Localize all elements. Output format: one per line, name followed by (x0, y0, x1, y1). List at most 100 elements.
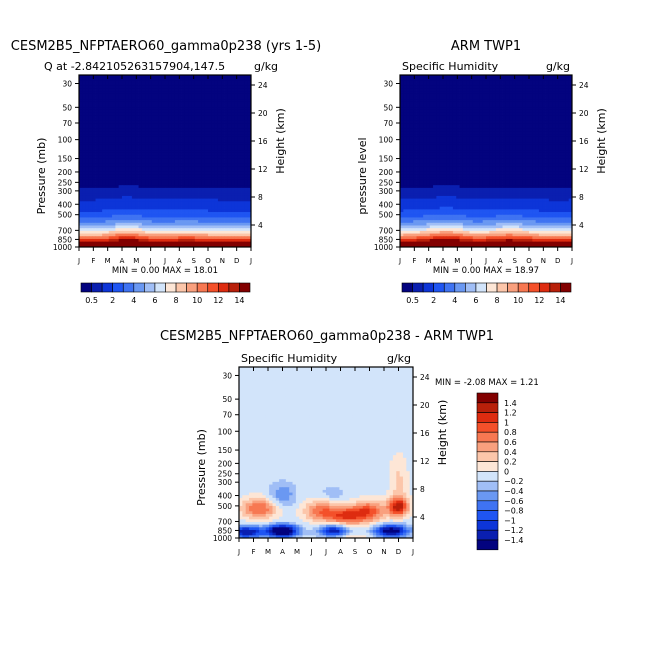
contour-cell (174, 241, 179, 245)
contour-cell (135, 80, 139, 84)
contour-cell (158, 152, 163, 157)
contour-cell (476, 104, 480, 108)
contour-cell (542, 112, 546, 116)
contour-cell (469, 142, 474, 146)
contour-cell (168, 131, 173, 135)
contour-cell (400, 112, 404, 116)
contour-cell (82, 77, 87, 81)
contour-cell (102, 77, 106, 81)
contour-cell (409, 126, 414, 130)
contour-cell (131, 91, 136, 95)
contour-cell (171, 128, 176, 132)
contour-cell (469, 77, 474, 81)
contour-cell (403, 126, 408, 130)
contour-cell (105, 166, 110, 170)
contour-cell (472, 75, 477, 79)
contour-cell (204, 190, 209, 194)
contour-cell (108, 166, 113, 170)
contour-cell (148, 171, 153, 175)
contour-cell (201, 152, 206, 157)
contour-cell (79, 77, 83, 81)
contour-cell (400, 83, 404, 87)
contour-cell (227, 104, 232, 108)
contour-cell (181, 233, 186, 237)
contour-cell (429, 75, 434, 79)
contour-cell (492, 104, 497, 108)
contour-cell (148, 104, 153, 108)
contour-cell (469, 101, 474, 105)
contour-cell (105, 238, 110, 243)
contour-cell (95, 238, 100, 243)
contour-cell (194, 104, 199, 108)
contour-cell (237, 152, 242, 157)
contour-cell (125, 109, 130, 114)
contour-cell (201, 238, 206, 243)
contour-cell (158, 214, 163, 218)
contour-cell (486, 85, 490, 89)
contour-cell (403, 139, 408, 143)
contour-cell (125, 112, 130, 116)
contour-cell (241, 158, 245, 162)
contour-cell (449, 77, 454, 81)
contour-cell (224, 93, 229, 97)
contour-cell (446, 91, 451, 95)
contour-cell (184, 104, 189, 108)
contour-cell (88, 187, 93, 191)
contour-cell (466, 150, 470, 154)
contour-cell (148, 150, 153, 154)
contour-cell (204, 225, 209, 229)
contour-cell (98, 123, 103, 127)
contour-cell (105, 109, 110, 114)
contour-cell (456, 91, 460, 95)
contour-cell (131, 182, 136, 186)
contour-cell (85, 169, 90, 173)
contour-cell (446, 77, 451, 81)
contour-cell (476, 123, 480, 127)
contour-cell (158, 123, 163, 127)
contour-cell (492, 93, 497, 97)
contour-cell (224, 139, 229, 143)
contour-cell (436, 104, 441, 108)
contour-cell (227, 118, 232, 122)
contour-cell (426, 80, 431, 84)
contour-cell (532, 101, 537, 105)
contour-cell (155, 201, 159, 205)
contour-cell (191, 244, 196, 248)
contour-cell (227, 179, 232, 183)
contour-cell (85, 161, 90, 165)
contour-cell (145, 241, 149, 245)
contour-cell (413, 134, 417, 138)
contour-cell (244, 244, 249, 248)
contour-cell (452, 131, 457, 135)
contour-cell (237, 244, 242, 248)
contour-cell (145, 171, 149, 175)
contour-cell (237, 112, 242, 116)
contour-cell (211, 93, 216, 97)
contour-cell (151, 166, 156, 170)
contour-cell (181, 120, 186, 124)
contour-cell (171, 198, 176, 202)
contour-cell (145, 177, 149, 181)
contour-cell (522, 107, 527, 111)
contour-cell (505, 77, 510, 81)
contour-cell (201, 204, 206, 208)
contour-cell (171, 222, 176, 226)
contour-cell (552, 104, 556, 108)
contour-cell (194, 244, 199, 248)
contour-cell (227, 161, 232, 165)
contour-cell (247, 244, 252, 248)
contour-cell (545, 131, 550, 135)
contour-cell (79, 241, 83, 245)
contour-cell (184, 88, 189, 92)
colorbar-label: 2 (110, 296, 115, 305)
contour-cell (234, 163, 239, 167)
contour-cell (446, 128, 451, 132)
contour-cell (224, 177, 229, 181)
contour-cell (413, 142, 417, 146)
contour-cell (489, 112, 494, 116)
contour-cell (155, 109, 159, 114)
contour-cell (403, 136, 408, 140)
contour-cell (208, 182, 212, 186)
contour-cell (201, 230, 206, 234)
contour-cell (191, 206, 196, 210)
